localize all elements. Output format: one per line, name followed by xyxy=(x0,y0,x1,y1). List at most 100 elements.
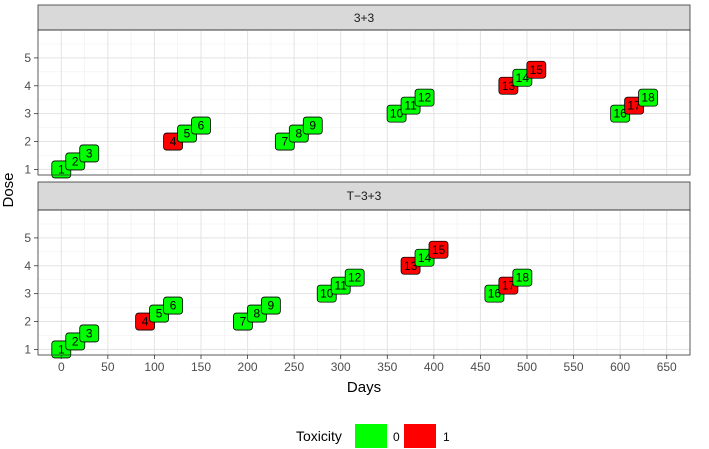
x-tick-label: 500 xyxy=(517,360,537,374)
legend-title: Toxicity xyxy=(296,428,342,444)
point-label: 17 xyxy=(627,99,641,113)
point-label: 18 xyxy=(641,91,655,105)
legend-label-1: 1 xyxy=(443,430,450,444)
x-tick-label: 650 xyxy=(657,360,677,374)
x-tick-label: 100 xyxy=(144,360,164,374)
point-label: 3 xyxy=(86,326,93,340)
point-label: 7 xyxy=(281,135,288,149)
y-axis-ticks: 1 2 3 4 5 xyxy=(24,231,38,356)
point-label: 4 xyxy=(142,315,149,329)
point-label: 12 xyxy=(418,91,432,105)
point-label: 2 xyxy=(72,154,79,168)
point-marker xyxy=(414,88,435,107)
point-label: 2 xyxy=(72,334,79,348)
point-marker xyxy=(526,60,547,79)
data-point: 18 xyxy=(512,268,533,287)
data-point: 15 xyxy=(428,240,449,259)
data-point: 9 xyxy=(302,116,323,135)
point-label: 5 xyxy=(156,307,163,321)
data-point: 9 xyxy=(260,296,281,315)
x-tick-label: 250 xyxy=(284,360,304,374)
point-label: 10 xyxy=(390,107,404,121)
y-tick-label: 1 xyxy=(24,162,31,176)
y-axis-ticks: 1 2 3 4 5 xyxy=(24,51,38,176)
point-marker xyxy=(344,268,365,287)
legend-swatch-1 xyxy=(404,424,436,448)
point-marker xyxy=(79,324,100,343)
point-label: 15 xyxy=(530,63,544,77)
point-label: 14 xyxy=(418,251,432,265)
point-label: 1 xyxy=(58,162,65,176)
y-tick-label: 4 xyxy=(24,79,31,93)
point-label: 18 xyxy=(516,271,530,285)
y-tick-label: 2 xyxy=(24,135,31,149)
point-label: 8 xyxy=(295,127,302,141)
point-label: 5 xyxy=(184,127,191,141)
point-label: 14 xyxy=(516,71,530,85)
point-marker xyxy=(260,296,281,315)
point-label: 6 xyxy=(170,299,177,313)
legend-label-0: 0 xyxy=(393,430,400,444)
x-tick-label: 300 xyxy=(331,360,351,374)
x-tick-label: 450 xyxy=(470,360,490,374)
data-point: 3 xyxy=(79,324,100,343)
panel-gridlines xyxy=(38,210,690,355)
point-label: 10 xyxy=(320,287,334,301)
y-tick-label: 1 xyxy=(24,342,31,356)
point-label: 16 xyxy=(488,287,502,301)
point-label: 9 xyxy=(268,299,275,313)
x-tick-label: 50 xyxy=(101,360,115,374)
point-label: 4 xyxy=(170,135,177,149)
data-point: 6 xyxy=(163,296,183,315)
point-label: 7 xyxy=(240,315,247,329)
point-label: 11 xyxy=(334,279,347,293)
point-label: 11 xyxy=(404,99,417,113)
y-axis-title: Dose xyxy=(0,172,17,207)
legend-swatch-0 xyxy=(355,424,387,448)
y-tick-label: 2 xyxy=(24,315,31,329)
y-tick-label: 5 xyxy=(24,51,31,65)
data-point: 6 xyxy=(191,116,211,135)
x-axis-title: Days xyxy=(347,379,381,396)
point-label: 13 xyxy=(404,259,418,273)
x-tick-label: 0 xyxy=(58,360,65,374)
point-label: 1 xyxy=(58,342,65,356)
point-label: 6 xyxy=(198,119,205,133)
point-label: 17 xyxy=(502,279,516,293)
data-point: 12 xyxy=(414,88,435,107)
x-tick-label: 400 xyxy=(424,360,444,374)
legend: Toxicity 0 1 xyxy=(296,424,450,448)
y-tick-label: 3 xyxy=(24,287,31,301)
data-point: 3 xyxy=(79,144,100,163)
y-tick-label: 3 xyxy=(24,107,31,121)
panel-strip xyxy=(37,4,691,31)
y-tick-label: 5 xyxy=(24,231,31,245)
point-marker xyxy=(638,88,658,107)
x-tick-label: 350 xyxy=(377,360,397,374)
point-marker xyxy=(302,116,323,135)
data-point: 15 xyxy=(526,60,547,79)
point-marker xyxy=(191,116,211,135)
x-tick-label: 600 xyxy=(610,360,630,374)
x-axis-ticks: 0 50 100 150 200 250 300 350 400 450 500 550 600 650 xyxy=(58,355,677,374)
data-point: 18 xyxy=(638,88,658,107)
data-point: 12 xyxy=(344,268,365,287)
point-label: 8 xyxy=(254,307,261,321)
panel-border xyxy=(37,209,691,356)
panel-gridlines xyxy=(38,30,690,175)
point-label: 12 xyxy=(348,271,362,285)
point-marker xyxy=(79,144,100,163)
point-marker xyxy=(163,296,183,315)
point-label: 13 xyxy=(502,79,516,93)
point-label: 16 xyxy=(613,107,627,121)
x-tick-label: 150 xyxy=(191,360,211,374)
panel-border xyxy=(37,29,691,176)
x-tick-label: 200 xyxy=(238,360,258,374)
point-label: 15 xyxy=(432,243,446,257)
panel-title: T−3+3 xyxy=(347,189,382,203)
